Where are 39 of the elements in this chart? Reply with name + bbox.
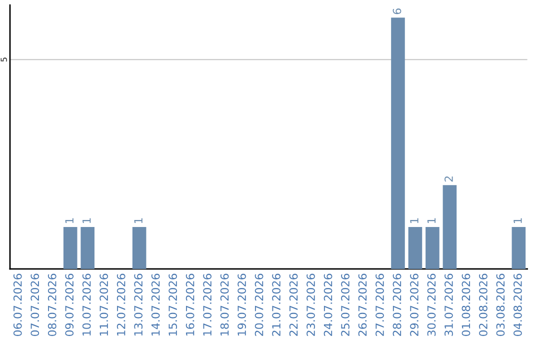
- x-tick-label: 13.07.2026: [134, 274, 143, 336]
- x-tick-label: 26.07.2026: [358, 274, 367, 336]
- x-tick-label: 21.07.2026: [272, 274, 280, 336]
- x-tick-label: 09.07.2026: [65, 274, 74, 336]
- x-tick-label: 01.08.2026: [462, 274, 470, 336]
- x-tick-label: 08.07.2026: [48, 274, 56, 336]
- x-tick-label: 22.07.2026: [289, 274, 298, 336]
- x-tick-label: 27.07.2026: [376, 274, 384, 336]
- x-tick-label: 18.07.2026: [220, 274, 229, 336]
- x-tick-label: 24.07.2026: [324, 274, 332, 336]
- x-tick-label: 12.07.2026: [116, 274, 126, 336]
- x-tick-label: 19.07.2026: [238, 274, 246, 336]
- data-label: 6: [392, 8, 402, 14]
- data-label: 1: [514, 218, 522, 224]
- x-tick-label: 29.07.2026: [410, 274, 418, 336]
- x-tick-label: 28.07.2026: [392, 274, 402, 336]
- x-tick-label: 20.07.2026: [254, 274, 264, 336]
- x-tick-label: 07.07.2026: [30, 274, 40, 336]
- x-tick-label: 25.07.2026: [341, 274, 350, 336]
- x-tick-label: 14.07.2026: [151, 274, 160, 336]
- x-tick-label: 30.07.2026: [427, 274, 436, 336]
- x-tick-label: 31.07.2026: [444, 274, 453, 336]
- data-label: 1: [65, 218, 74, 224]
- x-tick-label: 16.07.2026: [186, 274, 194, 336]
- x-tick-label: 10.07.2026: [82, 274, 91, 336]
- x-tick-label: 03.08.2026: [496, 274, 505, 336]
- data-label: 1: [134, 218, 142, 224]
- x-tick-label: 23.07.2026: [306, 274, 315, 336]
- x-tick-label: 06.07.2026: [13, 274, 22, 336]
- y-tick-label: 5: [0, 58, 7, 62]
- x-tick-label: 15.07.2026: [168, 274, 178, 336]
- x-tick-label: 17.07.2026: [203, 274, 212, 336]
- data-label: 1: [427, 218, 436, 224]
- x-tick-label: 04.08.2026: [514, 274, 522, 336]
- x-tick-label: 02.08.2026: [479, 274, 488, 336]
- x-tick-label: 11.07.2026: [100, 274, 108, 336]
- data-label: 1: [410, 218, 418, 224]
- data-label: 2: [444, 176, 453, 182]
- data-label: 1: [82, 218, 91, 224]
